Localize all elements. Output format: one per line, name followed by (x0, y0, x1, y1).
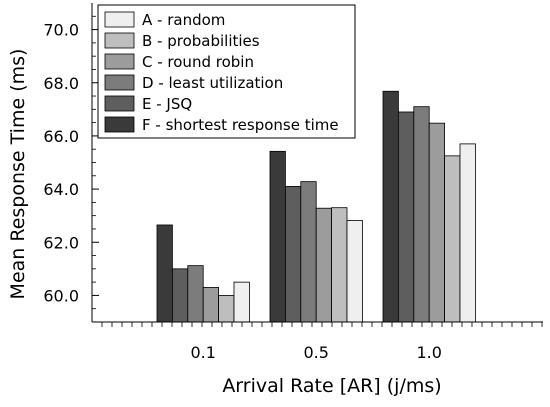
bar-0.1-e (171, 268, 189, 323)
legend-label: C - round robin (142, 53, 254, 71)
bar-0.5-a (346, 220, 363, 323)
legend-label: D - least utilization (142, 74, 283, 92)
bar-1.0-b (444, 155, 461, 323)
bar-0.5-f (269, 150, 286, 323)
bar-0.1-c (202, 287, 219, 323)
x-tick-labels-group: 0.1 0.5 1.0 (190, 343, 441, 362)
bars-group (156, 90, 476, 323)
legend-swatch (104, 95, 135, 112)
bar-0.1-d (187, 265, 204, 323)
bar-0.1-b (218, 295, 235, 323)
bar-1.0-f (382, 90, 399, 323)
y-tick-label: 62.0 (43, 233, 79, 252)
bar-0.5-e (284, 186, 302, 323)
bar-1.0-d (413, 106, 430, 323)
bar-1.0-e (397, 111, 415, 323)
legend-box (97, 4, 356, 139)
x-tick-label-0.1: 0.1 (190, 343, 215, 362)
bar-0.5-c (315, 207, 333, 323)
minor-ticks-group (101, 322, 543, 327)
legend: A - random B - probabilities C - round rob… (97, 4, 356, 139)
bar-0.5-d (300, 181, 317, 323)
bar-0.5-b (331, 207, 348, 323)
x-tick-label-0.5: 0.5 (303, 343, 328, 362)
y-tick-label: 60.0 (43, 286, 79, 305)
legend-label: A - random (142, 11, 225, 29)
legend-swatch (104, 32, 135, 49)
y-ticks-group: 60.0 62.0 64.0 66.0 68.0 70.0 (43, 15, 99, 310)
y-axis-label: Mean Response Time (ms) (7, 49, 29, 300)
y-tick-label: 70.0 (43, 21, 79, 40)
legend-swatch (104, 116, 135, 133)
legend-label: B - probabilities (142, 32, 260, 50)
legend-label: E - JSQ (142, 95, 192, 113)
y-tick-label: 68.0 (43, 74, 79, 93)
bar-0.1-f (156, 224, 173, 323)
bar-1.0-a (459, 143, 476, 323)
x-tick-label-1.0: 1.0 (416, 343, 441, 362)
bar-0.1-a (233, 281, 250, 323)
y-tick-label: 64.0 (43, 180, 79, 199)
legend-swatch (104, 11, 135, 28)
legend-swatch (104, 53, 135, 70)
y-tick-label: 66.0 (43, 127, 79, 146)
bar-1.0-c (428, 122, 446, 323)
legend-label: F - shortest response time (142, 116, 339, 134)
legend-swatch (104, 74, 135, 91)
x-axis-label: Arrival Rate [AR] (j/ms) (222, 375, 441, 397)
